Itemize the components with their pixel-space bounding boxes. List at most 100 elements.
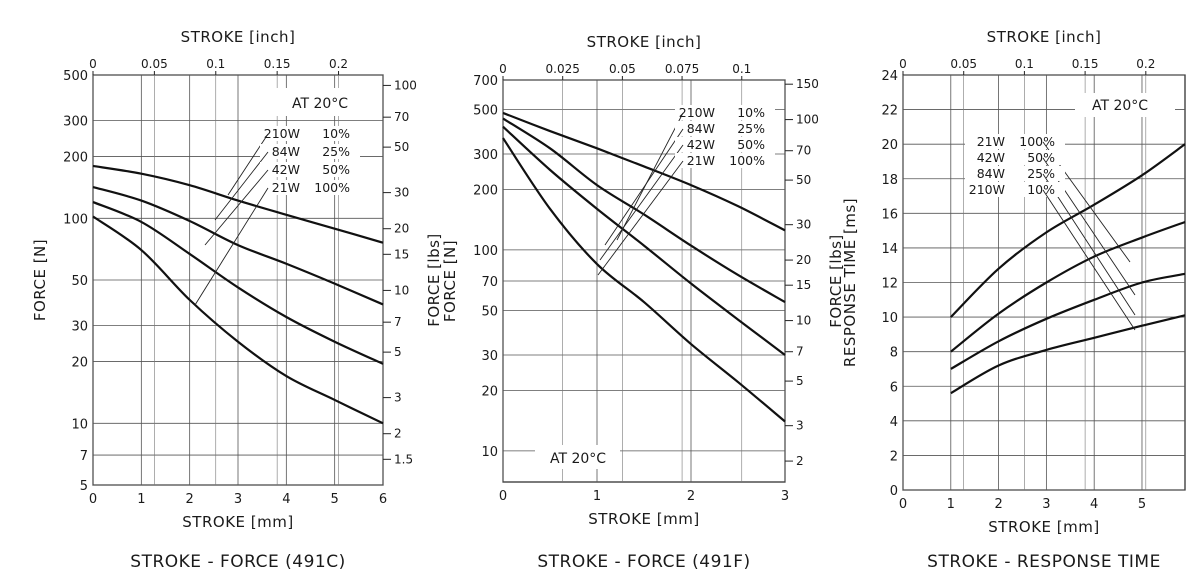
x-tick-label: 5 bbox=[331, 492, 339, 507]
y2-tick-label: 30 bbox=[394, 186, 409, 200]
legend-bg bbox=[675, 153, 775, 168]
y2-tick-label: 2 bbox=[394, 427, 402, 441]
legend-leader bbox=[1042, 173, 1136, 316]
x2-tick-label: 0.05 bbox=[609, 62, 636, 76]
chart-title: STROKE - FORCE (491F) bbox=[537, 552, 750, 572]
x2-tick-label: 0.05 bbox=[950, 57, 977, 71]
legend-bg bbox=[965, 166, 1065, 181]
x2-tick-label: 0.1 bbox=[1015, 57, 1034, 71]
y-tick-label: 300 bbox=[473, 148, 498, 163]
y-axis-title: FORCE [N] bbox=[31, 239, 49, 321]
y2-tick-label: 50 bbox=[796, 173, 811, 187]
y-tick-label: 50 bbox=[71, 274, 88, 289]
annotation-label: AT 20°C bbox=[1092, 98, 1148, 114]
legend-bg bbox=[260, 180, 360, 195]
legend-duty: 10% bbox=[737, 105, 765, 120]
y2-tick-label: 10 bbox=[796, 314, 811, 328]
y-tick-label: 30 bbox=[71, 319, 88, 334]
x2-tick-label: 0.15 bbox=[264, 57, 291, 71]
chart-title: STROKE - RESPONSE TIME bbox=[927, 552, 1161, 572]
y-tick-label: 6 bbox=[890, 380, 898, 395]
legend-power: 21W bbox=[977, 134, 1005, 149]
x2-tick-label: 0.15 bbox=[1072, 57, 1099, 71]
x-tick-label: 1 bbox=[593, 489, 601, 504]
x-tick-label: 1 bbox=[947, 497, 955, 512]
y2-tick-label: 70 bbox=[394, 110, 409, 124]
y-tick-label: 200 bbox=[63, 151, 88, 166]
x2-axis-title: STROKE [inch] bbox=[587, 33, 702, 51]
legend-leader bbox=[1042, 189, 1136, 331]
x-tick-label: 2 bbox=[994, 497, 1002, 512]
y-tick-label: 8 bbox=[890, 346, 898, 361]
y2-tick-label: 30 bbox=[796, 218, 811, 232]
series-line-1 bbox=[502, 111, 786, 232]
x-tick-label: 3 bbox=[781, 489, 789, 504]
y2-axis-title: FORCE [lbs] bbox=[827, 234, 845, 328]
x-tick-label: 4 bbox=[1090, 497, 1098, 512]
legend-duty: 10% bbox=[322, 126, 350, 141]
x-tick-label: 0 bbox=[89, 492, 97, 507]
legend-leader bbox=[194, 187, 269, 306]
legend-duty: 100% bbox=[314, 180, 350, 195]
annotation-bg bbox=[1075, 93, 1175, 117]
series-line-4 bbox=[950, 314, 1186, 395]
legend-duty: 50% bbox=[322, 162, 350, 177]
legend-leader bbox=[604, 128, 684, 246]
legend-power: 210W bbox=[264, 126, 300, 141]
x2-tick-label: 0.2 bbox=[1136, 57, 1155, 71]
y2-tick-label: 70 bbox=[796, 144, 811, 158]
y-tick-label: 10 bbox=[71, 417, 88, 432]
legend-power: 210W bbox=[679, 105, 715, 120]
y-tick-label: 2 bbox=[890, 449, 898, 464]
y2-tick-label: 15 bbox=[394, 247, 409, 261]
y-tick-label: 100 bbox=[473, 244, 498, 259]
legend-power: 84W bbox=[977, 166, 1005, 181]
legend-duty: 100% bbox=[1019, 134, 1055, 149]
legend-duty: 50% bbox=[737, 137, 765, 152]
x2-axis-title: STROKE [inch] bbox=[987, 28, 1102, 46]
y-tick-label: 500 bbox=[473, 103, 498, 118]
series-line-1 bbox=[950, 143, 1186, 318]
legend-duty: 25% bbox=[322, 144, 350, 159]
y-tick-label: 100 bbox=[63, 212, 88, 227]
x-tick-label: 4 bbox=[282, 492, 290, 507]
y-tick-label: 70 bbox=[481, 275, 498, 290]
y-tick-label: 10 bbox=[881, 311, 898, 326]
legend-bg bbox=[675, 137, 775, 152]
y2-tick-label: 3 bbox=[796, 419, 804, 433]
y-tick-label: 5 bbox=[80, 479, 88, 494]
series-line-1 bbox=[92, 164, 384, 244]
x-axis-title: STROKE [mm] bbox=[182, 513, 293, 531]
legend-duty: 100% bbox=[729, 153, 765, 168]
x2-tick-label: 0.1 bbox=[732, 62, 751, 76]
x2-tick-label: 0 bbox=[899, 57, 907, 71]
y2-tick-label: 150 bbox=[796, 77, 819, 91]
y2-tick-label: 15 bbox=[796, 278, 811, 292]
legend-duty: 25% bbox=[737, 121, 765, 136]
legend-duty: 50% bbox=[1027, 150, 1055, 165]
legend-power: 42W bbox=[687, 137, 715, 152]
annotation-bg bbox=[535, 445, 620, 469]
legend-power: 42W bbox=[272, 162, 300, 177]
legend-bg bbox=[260, 126, 360, 141]
legend-power: 21W bbox=[272, 180, 300, 195]
x-tick-label: 5 bbox=[1138, 497, 1146, 512]
series-line-4 bbox=[502, 137, 786, 423]
y2-tick-label: 100 bbox=[796, 113, 819, 127]
legend-leader bbox=[214, 151, 269, 221]
y2-tick-label: 50 bbox=[394, 140, 409, 154]
y-tick-label: 30 bbox=[481, 349, 498, 364]
y-tick-label: 7 bbox=[80, 449, 88, 464]
x2-tick-label: 0.025 bbox=[546, 62, 580, 76]
legend-leader bbox=[616, 112, 684, 241]
x-tick-label: 1 bbox=[137, 492, 145, 507]
legend-duty: 25% bbox=[1027, 166, 1055, 181]
x-tick-label: 2 bbox=[687, 489, 695, 504]
x-axis-title: STROKE [mm] bbox=[588, 510, 699, 528]
y-tick-label: 50 bbox=[481, 304, 498, 319]
y-tick-label: 300 bbox=[63, 114, 88, 129]
y2-tick-label: 1.5 bbox=[394, 452, 413, 466]
